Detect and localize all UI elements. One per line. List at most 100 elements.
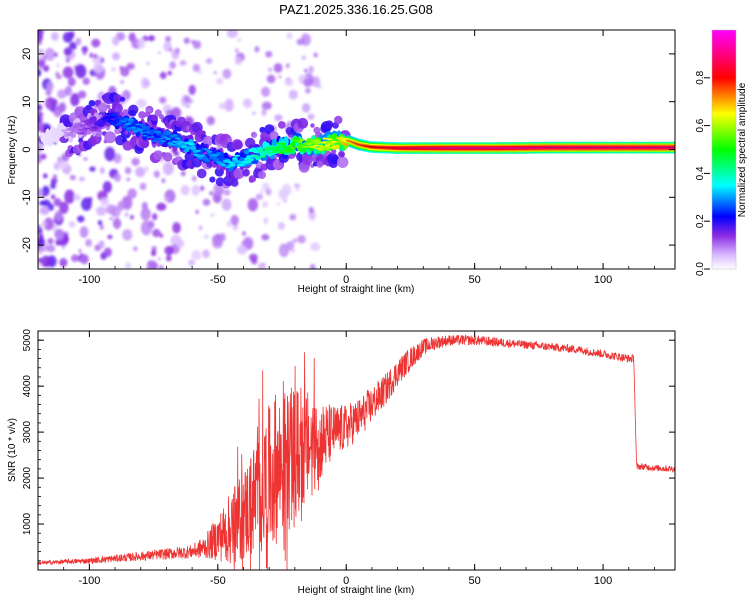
spectrogram-noise-blob [38, 187, 44, 198]
spectrogram-ridge-cell [306, 138, 312, 142]
spectrogram-noise-blob [242, 231, 246, 236]
spectrogram-ridge-cell [257, 150, 264, 153]
spectrogram-noise-blob [218, 102, 226, 110]
spectrogram-noise-blob [111, 52, 121, 61]
spectrogram-x-axis-label: Height of straight line (km) [298, 284, 415, 295]
spectrogram-noise-blob [68, 220, 76, 228]
spectrogram-noise-blob [165, 36, 172, 42]
spectrogram-noise-blob [42, 173, 48, 179]
spectrogram-noise-blob [161, 178, 166, 184]
spectrogram-noise-blob [103, 247, 112, 258]
spectrogram-noise-blob [265, 51, 273, 58]
spectrogram-noise-blob [212, 237, 223, 249]
spectrogram-ridge-cell [118, 117, 125, 121]
spectrogram-noise-blob [311, 76, 321, 88]
spectrogram-noise-blob [199, 185, 205, 191]
spectrogram-ridge-cell [315, 147, 322, 150]
spectrogram-ridge-cell [77, 128, 83, 131]
spectrogram-noise-blob [167, 70, 172, 76]
spectrogram-ridge-cell [116, 122, 123, 125]
spectrogram-ridge-halo [269, 131, 279, 140]
spectrogram-ridge-cell [169, 143, 176, 146]
spectrogram-noise-blob [38, 237, 45, 246]
spectrogram-ridge-cell [216, 151, 222, 155]
spectrogram-ridge-cell [192, 153, 199, 156]
spectrogram-noise-blob [292, 238, 297, 243]
spectrogram-noise-blob [273, 63, 283, 73]
spectrogram-ridge-cell [142, 134, 148, 137]
spectrogram-noise-blob [151, 250, 157, 257]
spectrogram-ridge-cell [172, 134, 178, 137]
spectrogram-ridge-cell [98, 124, 104, 127]
spectrogram-noise-blob [119, 80, 125, 84]
spectrogram-ridge-halo [301, 153, 314, 166]
spectrogram-noise-blob [38, 153, 43, 164]
spectrogram-noise-blob [40, 255, 52, 268]
snr-x-tick-label: -50 [210, 575, 226, 587]
spectrogram-ridge-cell [329, 146, 335, 149]
spectrogram-noise-blob [221, 198, 232, 211]
snr-y-tick-label: 1000 [22, 512, 33, 535]
spectrogram-noise-blob [146, 260, 158, 269]
spectrogram-noise-blob [109, 217, 113, 220]
spectrogram-ridge-halo [214, 167, 224, 177]
spectrogram-ridge-cell [160, 140, 167, 143]
spectrogram-noise-blob [232, 224, 239, 231]
spectrogram-ridge-cell [111, 114, 118, 116]
spectrogram-noise-blob [112, 217, 122, 230]
snr-x-tick-label: 50 [469, 575, 481, 587]
spectrogram-ridge-cell [296, 140, 303, 143]
spectrogram-noise-blob [54, 52, 58, 57]
snr-y-tick-label: 4000 [22, 375, 33, 398]
spectrogram-ridge-cell [144, 131, 150, 134]
spectrogram-noise-blob [179, 60, 187, 66]
spectrogram-noise-blob [42, 193, 46, 198]
spectrogram-noise-blob [99, 224, 104, 230]
spectrogram-noise-blob [286, 32, 293, 40]
spectrogram-ridge-cell [144, 125, 150, 131]
spectrogram-noise-blob [242, 99, 252, 109]
spectrogram-ridge-cell [253, 150, 259, 154]
colorbar: 0.0 0.2 0.4 0.6 0.8 Normalized spectral ampl… [695, 29, 748, 276]
spectrogram-ridge-cell [287, 144, 294, 147]
spectrogram-noise-blob [54, 210, 63, 222]
spectrogram-ridge-cell [185, 146, 192, 150]
spectrogram-ridge-cell [81, 120, 88, 123]
colorbar-tick-label: 0.2 [695, 214, 706, 228]
spectrogram-y-tick-label: -20 [21, 237, 33, 253]
spectrogram-ridge-cell [255, 156, 261, 159]
colorbar-axes: 0.0 0.2 0.4 0.6 0.8 [695, 70, 710, 276]
colorbar-frame [711, 29, 737, 270]
spectrogram-ridge-cell [199, 154, 206, 157]
spectrogram-noise-blob [125, 262, 132, 269]
spectrogram-ridge-halo [196, 168, 207, 179]
spectrogram-ridge-cell [324, 144, 331, 147]
spectrogram-noise-blob [85, 239, 92, 247]
spectrogram-noise-blob [65, 57, 70, 64]
spectrogram-noise-blob [58, 102, 67, 113]
spectrogram-noise-blob [102, 181, 112, 193]
spectrogram-noise-blob [53, 198, 62, 207]
spectrogram-noise-blob [136, 98, 147, 108]
spectrogram-ridge-halo [264, 124, 275, 135]
spectrogram-noise-blob [81, 197, 92, 211]
spectrogram-noise-blob [75, 64, 87, 79]
colorbar-tick-label: 0.6 [695, 118, 706, 132]
spectrogram-noise-blob [159, 233, 164, 238]
spectrogram-ridge-halo [277, 121, 286, 129]
spectrogram-ridge-halo [202, 135, 214, 147]
spectrogram-noise-blob [41, 185, 50, 196]
spectrogram-noise-blob [38, 251, 42, 256]
spectrogram-ridge-cell [239, 164, 245, 167]
spectrogram-ridge-cell [204, 149, 211, 151]
spectrogram-noise-blob [89, 52, 94, 58]
spectrogram-noise-blob [222, 68, 232, 79]
spectrogram-noise-blob [140, 220, 152, 236]
spectrogram-ridge-halo [194, 132, 205, 143]
spectrogram-ridge-cell [188, 139, 194, 144]
spectrogram-noise-blob [82, 77, 91, 86]
spectrogram-ridge-cell [105, 112, 111, 115]
spectrogram-ridge-cell [86, 119, 93, 122]
spectrogram-noise-blob [263, 217, 269, 224]
